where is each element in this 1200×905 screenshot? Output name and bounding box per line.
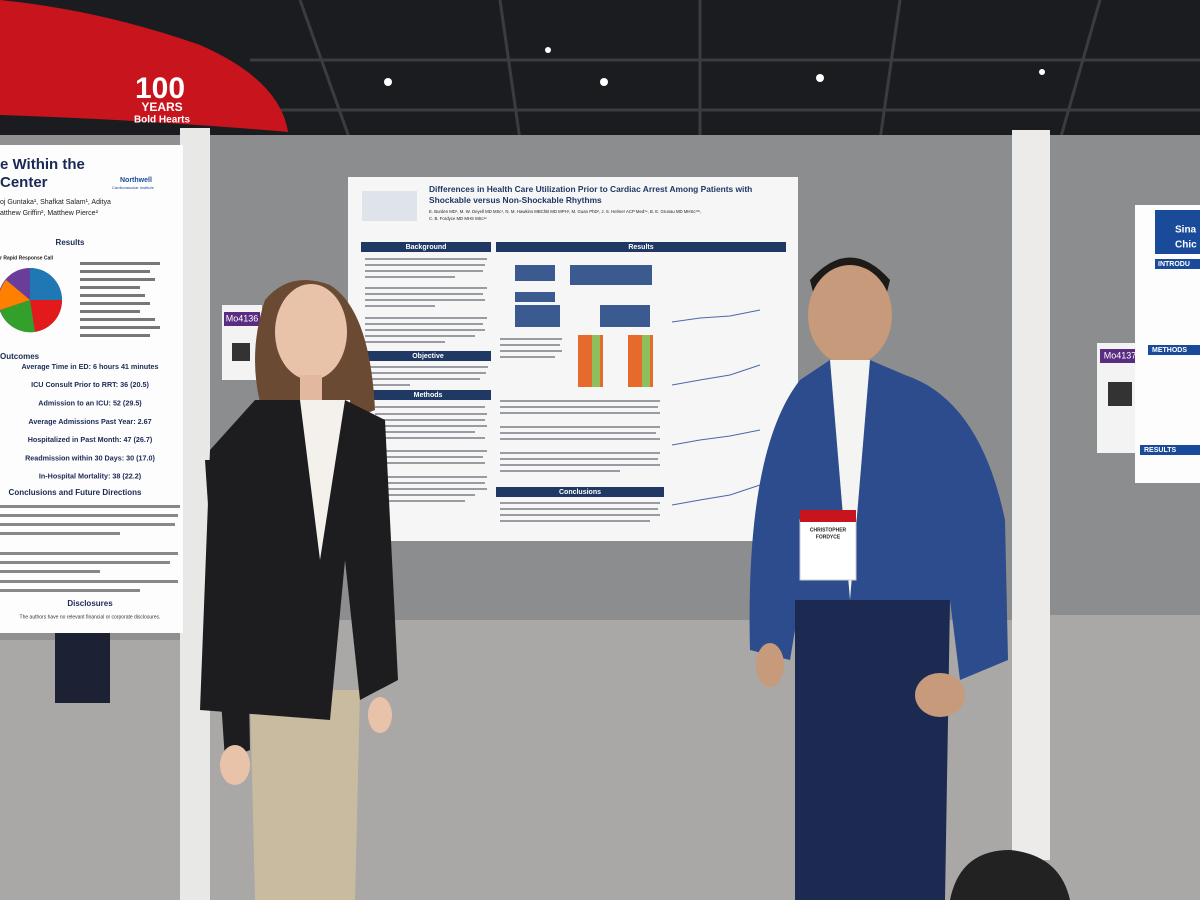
section-heading: Methods: [414, 392, 443, 399]
qr-code: [1108, 382, 1132, 406]
board-id: Mo4136: [226, 313, 259, 323]
section-heading: Objective: [412, 353, 444, 360]
left-title: e Within the: [0, 156, 85, 173]
right-section: RESULTS: [1144, 447, 1176, 454]
board-sign-band: [1100, 349, 1140, 363]
left-outcomes-heading: Outcomes: [0, 352, 40, 361]
bag: [950, 850, 1070, 900]
qr-code: [232, 343, 250, 361]
banner: [0, 0, 288, 132]
section-bar: [496, 242, 786, 252]
institution-logos: [362, 191, 417, 221]
outcome-item: Average Admissions Past Year: 2.67: [28, 417, 151, 426]
left-logo-sub: Cardiovascular Institute: [112, 185, 155, 190]
outcome-item: In-Hospital Mortality: 38 (22.2): [39, 472, 142, 481]
lights: [384, 47, 1045, 86]
badge-name: FORDYCE: [816, 534, 841, 540]
right-header: [1155, 210, 1200, 254]
right-title: Chic: [1175, 240, 1197, 251]
banner-years: YEARS: [141, 100, 182, 114]
outcomes-list: Average Time in ED: 6 hours 41 minutes IC…: [21, 362, 158, 481]
person-man: [749, 257, 1008, 900]
left-authors: atthew Griffin², Matthew Pierce²: [0, 210, 99, 217]
pie-illustration: [0, 268, 63, 333]
board-sign-band: [224, 312, 260, 326]
right-section: METHODS: [1152, 347, 1187, 354]
outcome-item: Admission to an ICU: 52 (29.5): [38, 399, 142, 408]
left-results-heading: Results: [56, 238, 85, 247]
body-text-lines: [365, 258, 660, 522]
left-chart-caption: r Rapid Response Call: [0, 255, 54, 261]
trusses: [250, 0, 1200, 141]
flow-diagram: [515, 265, 652, 327]
section-heading: Conclusions: [559, 489, 601, 496]
main-authors: E. Burden MD¹, M. W. Deyell MD MSc¹, N. …: [429, 209, 701, 214]
banner-tagline: Bold Hearts: [134, 115, 191, 126]
section-bar: [361, 242, 491, 252]
passerby-legs: [55, 633, 110, 703]
section-bar: [1155, 259, 1200, 269]
line-illustrations: [671, 309, 761, 506]
left-conclusions-heading: Conclusions and Future Directions: [9, 488, 142, 497]
section-heading: Results: [628, 244, 653, 251]
main-title: Shockable versus Non-Shockable Rhythms: [429, 195, 602, 205]
left-title: Center: [0, 174, 48, 191]
main-authors: C. B. Fordyce MD MHS MSc¹²: [429, 216, 487, 221]
main-title: Differences in Health Care Utilization P…: [429, 184, 752, 194]
outcome-item: Average Time in ED: 6 hours 41 minutes: [21, 362, 158, 371]
section-bar: [366, 351, 491, 361]
board-post: [180, 128, 210, 900]
left-poster: [0, 145, 183, 633]
badge-name: CHRISTOPHER: [810, 527, 847, 533]
left-conclusion-lines: [0, 505, 180, 592]
left-authors: oj Guntaka¹, Shafkat Salam¹, Aditya: [0, 199, 111, 206]
person-woman: [200, 280, 398, 900]
bar-illustration: [578, 335, 653, 387]
section-bar: [1140, 445, 1200, 455]
left-logo: Northwell: [120, 177, 152, 184]
section-bar: [366, 390, 491, 400]
left-disclosures-heading: Disclosures: [67, 599, 113, 608]
section-heading: Background: [406, 244, 447, 251]
outcome-item: Readmission within 30 Days: 30 (17.0): [25, 453, 155, 462]
right-title: Sina: [1175, 225, 1197, 236]
pie-legend-lines: [80, 262, 160, 337]
outcome-item: Hospitalized in Past Month: 47 (26.7): [28, 435, 153, 444]
section-bar: [496, 487, 664, 497]
outcome-item: ICU Consult Prior to RRT: 36 (20.5): [31, 380, 149, 389]
board-id: Mo4137: [1104, 350, 1137, 360]
banner-number: 100: [135, 72, 185, 105]
right-section: INTRODU: [1158, 261, 1190, 268]
board-post: [1012, 130, 1050, 860]
section-bar: [1148, 345, 1200, 355]
left-disclosures-text: The authors have no relevant financial o…: [20, 614, 161, 620]
